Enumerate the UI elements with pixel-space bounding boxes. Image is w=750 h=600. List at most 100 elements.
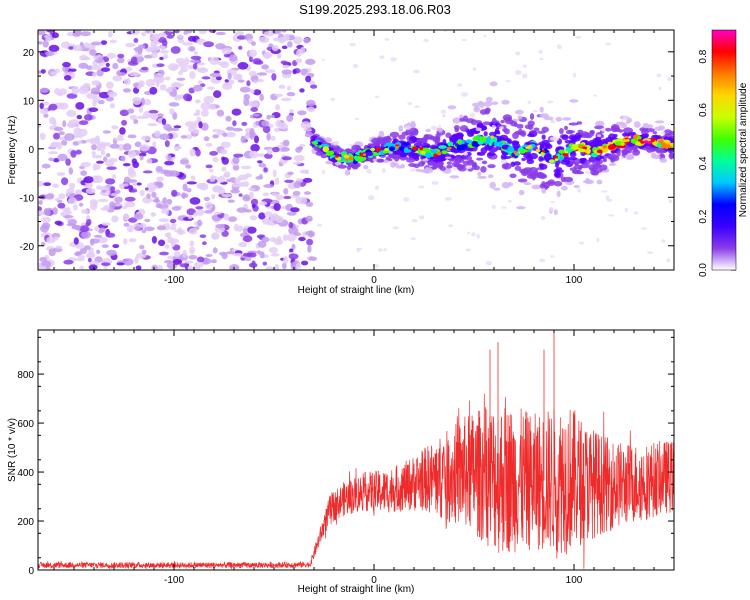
faint-blob: [550, 201, 555, 203]
noise-blob: [85, 188, 96, 194]
noise-blob: [129, 114, 138, 120]
signal-blob: [491, 101, 499, 105]
noise-blob: [40, 216, 52, 223]
signal-blob: [446, 164, 453, 169]
noise-blob: [286, 92, 296, 97]
noise-blob: [251, 203, 256, 209]
signal-blob: [453, 163, 462, 168]
noise-blob: [40, 107, 49, 115]
noise-blob: [169, 218, 177, 224]
noise-blob: [202, 241, 207, 246]
signal-blob: [473, 163, 478, 168]
noise-blob: [133, 38, 139, 43]
signal-blob: [512, 143, 521, 150]
figure-title: S199.2025.293.18.06.R03: [299, 2, 451, 17]
noise-blob: [116, 57, 125, 64]
noise-blob: [78, 120, 89, 126]
noise-blob: [153, 73, 164, 79]
y-tick-label: 20: [23, 48, 35, 59]
noise-blob: [83, 245, 91, 251]
noise-blob: [159, 133, 170, 141]
signal-blob: [525, 155, 534, 161]
noise-blob: [172, 258, 183, 265]
noise-blob: [158, 32, 167, 38]
signal-blob: [333, 146, 343, 153]
noise-blob: [248, 55, 253, 63]
signal-blob: [523, 182, 532, 186]
colorbar-tick-label: 0.2: [698, 209, 709, 223]
ridge-cell: [590, 152, 598, 158]
ridge-cell: [498, 141, 504, 147]
faint-blob: [413, 69, 420, 74]
noise-blob: [168, 102, 180, 107]
noise-blob: [273, 203, 281, 211]
signal-blob: [652, 131, 658, 135]
noise-blob: [244, 257, 252, 262]
colorbar-tick-label: 0.6: [698, 103, 709, 117]
noise-blob: [165, 127, 174, 132]
faint-blob: [620, 156, 624, 160]
signal-blob: [398, 125, 404, 132]
noise-blob: [109, 39, 117, 44]
faint-blob: [532, 110, 538, 113]
spectrogram-frame: [37, 29, 675, 271]
noise-blob: [38, 206, 42, 212]
colorbar-gradient: [712, 30, 736, 270]
noise-blob: [45, 51, 54, 57]
noise-blob: [217, 175, 226, 183]
signal-blob: [483, 131, 488, 137]
faint-blob: [379, 55, 385, 60]
noise-blob: [144, 54, 154, 59]
noise-blob: [228, 54, 238, 62]
noise-blob: [164, 160, 175, 166]
noise-blob: [80, 84, 90, 92]
faint-blob: [321, 170, 326, 175]
noise-blob: [268, 43, 274, 48]
noise-blob: [63, 259, 74, 265]
signal-blob: [427, 161, 437, 166]
noise-blob: [182, 183, 188, 192]
noise-blob: [306, 99, 316, 107]
faint-blob: [392, 226, 399, 230]
noise-blob: [295, 263, 302, 269]
noise-blob: [48, 44, 60, 53]
noise-blob: [109, 143, 120, 149]
ridge-peak: [651, 137, 656, 142]
noise-blob: [221, 230, 229, 237]
noise-blob: [122, 258, 134, 266]
noise-blob: [134, 256, 139, 264]
ridge-peak: [562, 153, 569, 157]
noise-blob: [177, 38, 185, 44]
ridge-peak: [643, 140, 649, 144]
noise-blob: [123, 238, 128, 245]
noise-blob: [140, 66, 149, 71]
signal-blob: [408, 163, 417, 167]
noise-blob: [299, 143, 306, 147]
ridge-peak: [554, 158, 559, 162]
noise-blob: [272, 146, 280, 153]
noise-blob: [105, 62, 110, 67]
noise-blob: [282, 262, 287, 270]
faint-blob: [465, 165, 472, 170]
ridge-cell: [518, 146, 524, 152]
noise-blob: [71, 86, 80, 95]
noise-blob: [289, 248, 294, 253]
noise-blob: [205, 164, 213, 169]
noise-blob: [109, 186, 116, 192]
signal-blob: [624, 153, 635, 160]
faint-blob: [378, 248, 383, 252]
noise-blob: [117, 53, 125, 59]
noise-blob: [45, 37, 52, 42]
noise-blob: [243, 235, 253, 243]
noise-blob: [101, 262, 111, 267]
ridge-peak: [598, 146, 604, 149]
noise-blob: [231, 108, 242, 116]
noise-blob: [267, 148, 273, 155]
signal-blob: [539, 106, 544, 113]
noise-blob: [151, 191, 157, 198]
noise-blob: [125, 42, 136, 48]
noise-blob: [215, 76, 222, 81]
ridge-cell: [477, 140, 484, 145]
noise-blob: [138, 105, 143, 113]
noise-blob: [220, 61, 230, 69]
